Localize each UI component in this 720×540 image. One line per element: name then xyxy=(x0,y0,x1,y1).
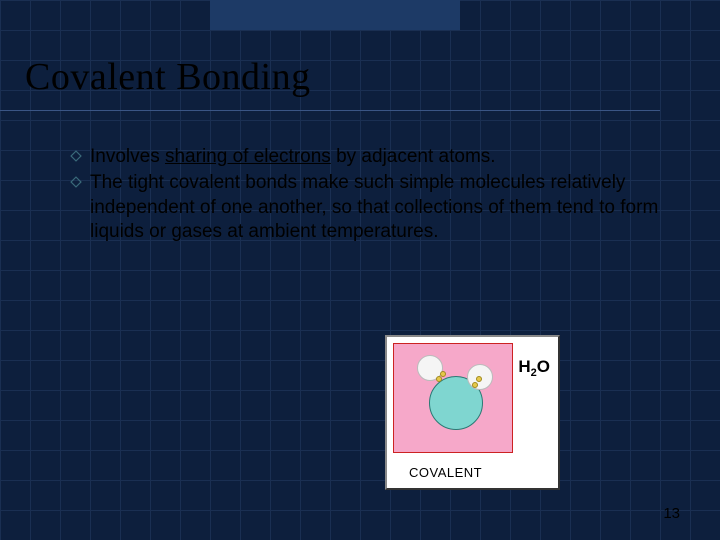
diagram-caption: COVALENT xyxy=(409,465,482,480)
molecule-diagram: H2O COVALENT xyxy=(385,335,560,490)
electron-icon xyxy=(436,376,442,382)
slide: Covalent Bonding Involves sharing of ele… xyxy=(0,0,720,540)
electron-icon xyxy=(472,382,478,388)
bullet-text: Involves sharing of electrons by adjacen… xyxy=(90,145,680,169)
bullet-underlined: sharing of electrons xyxy=(165,146,331,167)
electron-icon xyxy=(440,371,446,377)
title-underline xyxy=(0,110,660,111)
diagram-panel xyxy=(393,343,513,453)
page-number: 13 xyxy=(663,505,680,522)
diamond-bullet-icon xyxy=(70,176,82,188)
electron-icon xyxy=(476,376,482,382)
formula-label: H2O xyxy=(518,357,550,377)
slide-title: Covalent Bonding xyxy=(25,55,311,99)
diamond-bullet-icon xyxy=(70,150,82,162)
bullet-item: The tight covalent bonds make such simpl… xyxy=(70,171,680,244)
body-text: Involves sharing of electrons by adjacen… xyxy=(70,145,680,246)
bullet-prefix: Involves xyxy=(90,146,165,167)
bullet-item: Involves sharing of electrons by adjacen… xyxy=(70,145,680,169)
top-accent-bar xyxy=(210,0,460,30)
bullet-text: The tight covalent bonds make such simpl… xyxy=(90,171,680,244)
bullet-suffix: by adjacent atoms. xyxy=(331,146,496,167)
